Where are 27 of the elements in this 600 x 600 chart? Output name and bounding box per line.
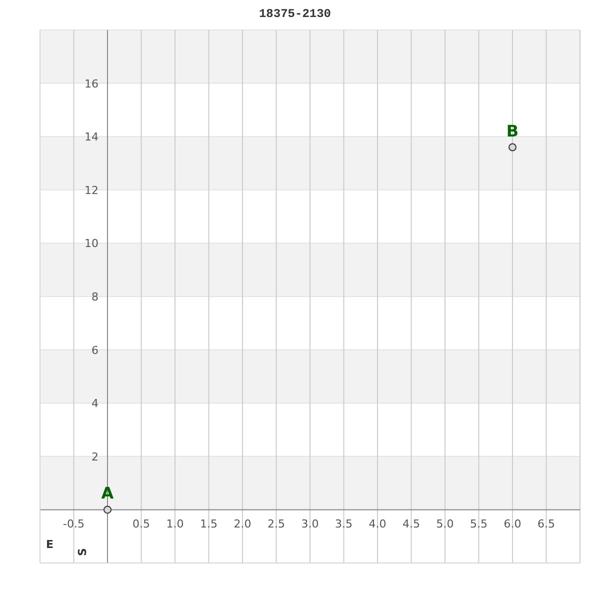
x-tick-label: 1.5	[200, 518, 218, 531]
y-tick-label: 12	[84, 184, 98, 197]
annotation: A	[101, 484, 114, 503]
x-tick-label: 6.0	[504, 518, 522, 531]
x-tick-label: -0.5	[63, 518, 84, 531]
y-tick-label: 14	[84, 130, 98, 144]
x-tick-label: 1.0	[166, 518, 184, 531]
y-tick-label: 2	[92, 450, 98, 464]
x-tick-label: 3.5	[335, 518, 352, 531]
annotation: B	[506, 121, 519, 140]
y-tick-label: 6	[92, 344, 98, 357]
y-tick-label: 10	[84, 237, 98, 250]
x-tick-label: 2.5	[268, 518, 285, 531]
y-axis-title: S	[76, 548, 89, 556]
x-tick-label: 2.0	[234, 518, 252, 531]
x-tick-label: 4.5	[402, 518, 420, 531]
x-tick-label: 3.0	[301, 518, 319, 531]
y-tick-label: 8	[92, 290, 98, 304]
x-tick-label: 5.5	[470, 518, 488, 531]
x-tick-label: 5.0	[436, 518, 454, 531]
x-tick-label: 6.5	[538, 518, 555, 531]
x-tick-label: 0.5	[132, 518, 150, 531]
chart-title: 18375-2130	[258, 7, 332, 21]
x-axis-title: E	[46, 538, 54, 551]
y-tick-label: 16	[84, 77, 98, 90]
x-tick-label: 4.0	[368, 518, 386, 531]
y-tick-label: 4	[92, 397, 98, 410]
